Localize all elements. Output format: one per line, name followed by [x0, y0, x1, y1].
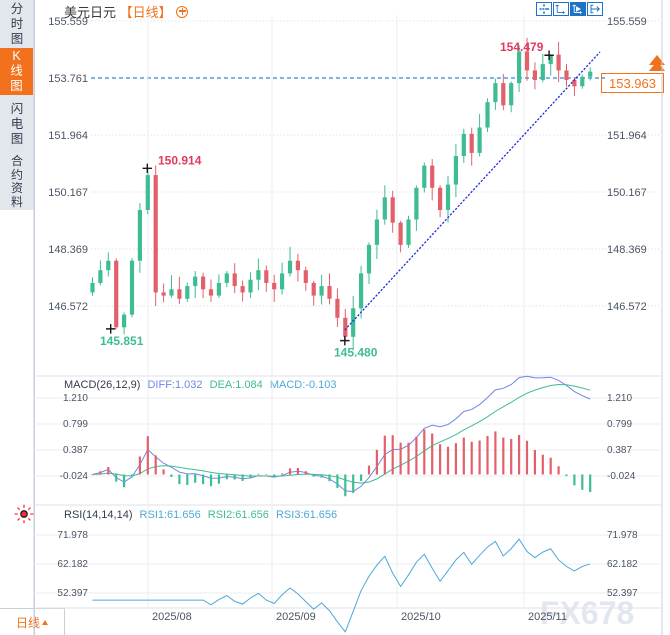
- svg-text:-0.024: -0.024: [607, 471, 636, 482]
- svg-text:1.210: 1.210: [63, 393, 88, 404]
- svg-text:62.182: 62.182: [57, 559, 88, 570]
- svg-text:2025/10: 2025/10: [401, 611, 441, 623]
- svg-text:145.851: 145.851: [100, 334, 144, 348]
- svg-text:150.167: 150.167: [48, 187, 88, 199]
- svg-text:155.559: 155.559: [607, 16, 647, 28]
- svg-text:146.572: 146.572: [607, 301, 647, 313]
- svg-text:148.369: 148.369: [48, 244, 88, 256]
- svg-text:150.167: 150.167: [607, 187, 647, 199]
- svg-text:150.914: 150.914: [158, 153, 202, 167]
- svg-text:151.964: 151.964: [48, 130, 88, 142]
- svg-text:2025/11: 2025/11: [528, 611, 567, 623]
- svg-text:62.182: 62.182: [607, 559, 638, 570]
- svg-text:148.369: 148.369: [607, 244, 647, 256]
- svg-text:153.761: 153.761: [48, 73, 88, 85]
- svg-text:145.480: 145.480: [334, 346, 378, 360]
- svg-text:71.978: 71.978: [57, 530, 88, 541]
- svg-text:1.210: 1.210: [607, 393, 632, 404]
- svg-text:52.397: 52.397: [607, 588, 638, 599]
- svg-text:0.387: 0.387: [63, 445, 88, 456]
- svg-text:155.559: 155.559: [48, 16, 88, 28]
- svg-text:0.799: 0.799: [63, 419, 88, 430]
- svg-text:154.479: 154.479: [500, 40, 544, 54]
- svg-text:0.799: 0.799: [607, 419, 632, 430]
- svg-text:2025/08: 2025/08: [152, 611, 192, 623]
- svg-text:146.572: 146.572: [48, 301, 88, 313]
- svg-text:52.397: 52.397: [57, 588, 88, 599]
- svg-text:151.964: 151.964: [607, 130, 647, 142]
- svg-text:0.387: 0.387: [607, 445, 632, 456]
- svg-text:-0.024: -0.024: [60, 471, 89, 482]
- svg-text:2025/09: 2025/09: [276, 611, 316, 623]
- svg-text:71.978: 71.978: [607, 530, 638, 541]
